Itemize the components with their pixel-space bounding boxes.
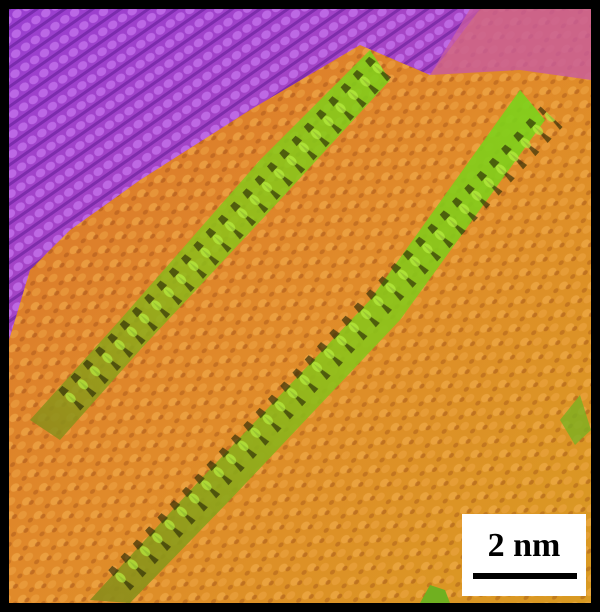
scale-bar: 2 nm [462,514,586,596]
stm-image: 2 nm [0,0,600,612]
scale-bar-label: 2 nm [488,527,561,564]
page: 2 nm (() => { const data = JSON.parse(do… [0,0,600,612]
surface [9,9,591,603]
scale-bar-line [473,573,577,579]
